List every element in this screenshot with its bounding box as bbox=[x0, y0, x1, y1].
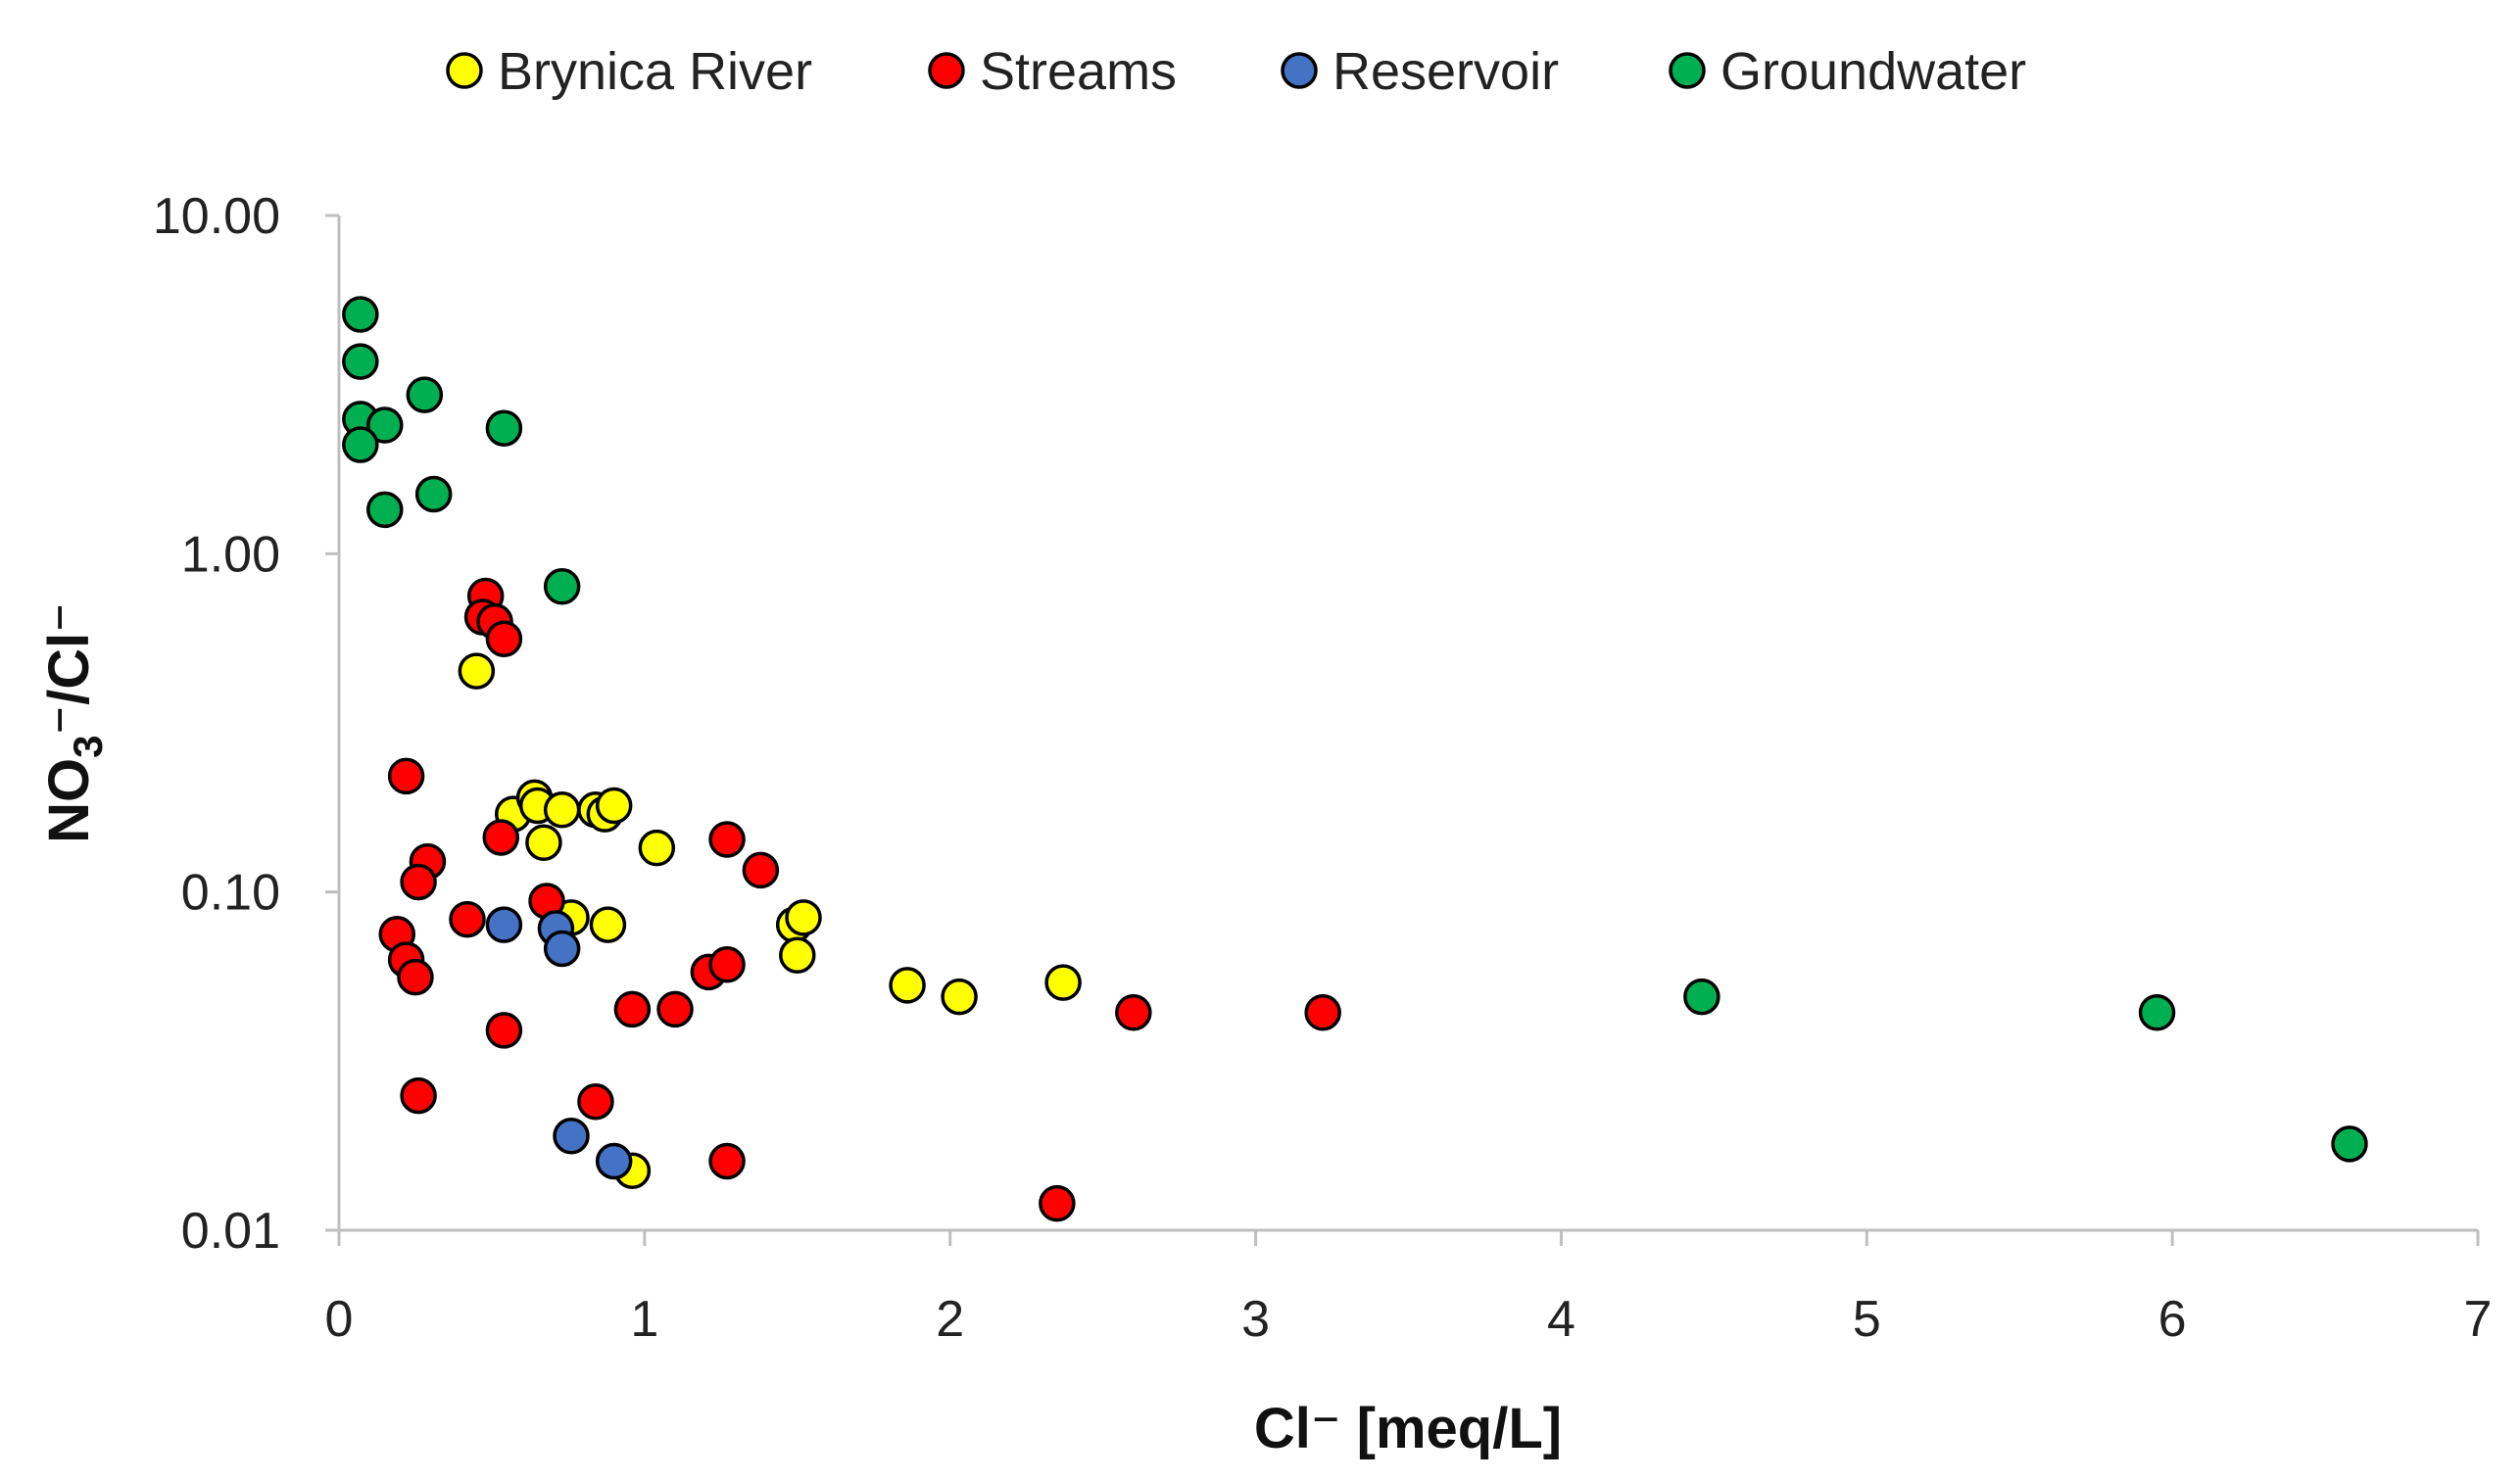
data-point-reservoir bbox=[595, 1142, 633, 1180]
data-point-streams bbox=[400, 863, 437, 901]
y-axis-ticks: 0.01 0.10 1.00 10.00 bbox=[153, 188, 339, 1260]
legend-label-groundwater: Groundwater bbox=[1720, 42, 2026, 101]
data-point-brynica-river bbox=[779, 936, 816, 975]
data-point-brynica-river bbox=[1044, 964, 1082, 1001]
x-tick-label: 6 bbox=[2158, 1291, 2187, 1348]
legend-marker-groundwater bbox=[1669, 52, 1706, 89]
data-point-brynica-river bbox=[638, 829, 676, 867]
data-point-streams bbox=[742, 851, 780, 889]
x-tick-label: 1 bbox=[630, 1291, 658, 1348]
data-point-groundwater bbox=[406, 376, 444, 413]
y-tick-label: 1.00 bbox=[181, 526, 280, 583]
data-point-streams bbox=[397, 958, 434, 996]
data-point-streams bbox=[656, 990, 694, 1028]
x-tick-label: 3 bbox=[1241, 1291, 1270, 1348]
data-point-brynica-river bbox=[889, 967, 926, 1004]
data-point-groundwater bbox=[366, 491, 404, 529]
data-point-groundwater bbox=[342, 426, 379, 463]
legend-item-streams: Streams bbox=[928, 42, 1177, 101]
data-point-streams bbox=[485, 620, 523, 658]
data-point-brynica-river bbox=[525, 824, 562, 861]
data-point-groundwater bbox=[485, 409, 523, 447]
legend-item-groundwater: Groundwater bbox=[1669, 42, 2026, 101]
data-point-streams bbox=[708, 821, 746, 858]
data-point-streams bbox=[577, 1082, 614, 1121]
data-point-streams bbox=[1115, 994, 1152, 1031]
data-point-groundwater bbox=[2138, 994, 2176, 1031]
legend-label-brynica-river: Brynica River bbox=[498, 42, 812, 101]
data-point-brynica-river bbox=[595, 787, 633, 825]
data-point-brynica-river bbox=[785, 899, 822, 936]
axes bbox=[337, 215, 2478, 1232]
legend-marker-streams bbox=[928, 52, 965, 89]
data-point-groundwater bbox=[366, 406, 404, 444]
x-tick-label: 5 bbox=[1853, 1291, 1881, 1348]
legend: Brynica River Streams Reservoir Groundwater bbox=[446, 42, 2026, 101]
x-tick-label: 0 bbox=[325, 1291, 354, 1348]
y-tick-label: 0.10 bbox=[181, 865, 280, 922]
data-point-groundwater bbox=[543, 568, 581, 605]
x-axis-ticks: 0 1 2 3 4 5 6 7 bbox=[325, 1230, 2493, 1348]
data-point-brynica-river bbox=[589, 906, 627, 943]
y-axis-title-main: NO bbox=[37, 758, 101, 843]
x-tick-label: 7 bbox=[2464, 1291, 2493, 1348]
data-point-groundwater bbox=[414, 475, 453, 513]
data-point-streams bbox=[613, 990, 652, 1028]
legend-item-reservoir: Reservoir bbox=[1281, 42, 1559, 101]
data-point-streams bbox=[708, 946, 746, 983]
legend-item-brynica-river: Brynica River bbox=[446, 42, 812, 101]
x-axis-title: Cl⁻ [meq/L] bbox=[1254, 1397, 1562, 1460]
legend-marker-brynica-river bbox=[446, 52, 483, 89]
data-point-groundwater bbox=[342, 343, 379, 380]
x-tick-label: 4 bbox=[1547, 1291, 1575, 1348]
data-point-reservoir bbox=[553, 1117, 590, 1155]
data-points bbox=[342, 296, 2368, 1222]
y-tick-label: 10.00 bbox=[153, 188, 280, 245]
data-point-streams bbox=[400, 1076, 437, 1115]
data-point-reservoir bbox=[485, 906, 523, 943]
data-point-streams bbox=[482, 819, 520, 856]
data-point-brynica-river bbox=[941, 978, 978, 1016]
y-axis-title-rest: ⁻/Cl⁻ bbox=[37, 602, 101, 735]
legend-label-reservoir: Reservoir bbox=[1333, 42, 1559, 101]
x-tick-label: 2 bbox=[936, 1291, 964, 1348]
y-axis-title-sub: 3 bbox=[65, 735, 111, 757]
data-point-streams bbox=[387, 757, 425, 795]
y-tick-label: 0.01 bbox=[181, 1203, 280, 1260]
data-point-brynica-river bbox=[543, 790, 581, 829]
data-point-groundwater bbox=[2331, 1125, 2368, 1163]
data-point-streams bbox=[1304, 994, 1341, 1031]
y-axis-title: NO3⁻/Cl⁻ bbox=[37, 602, 111, 843]
data-point-reservoir bbox=[543, 930, 581, 968]
data-point-streams bbox=[449, 900, 486, 938]
data-point-streams bbox=[485, 1012, 523, 1049]
data-point-streams bbox=[1039, 1184, 1076, 1222]
data-point-brynica-river bbox=[458, 652, 496, 690]
legend-marker-reservoir bbox=[1281, 52, 1318, 89]
legend-label-streams: Streams bbox=[980, 42, 1177, 101]
data-point-groundwater bbox=[1683, 978, 1720, 1016]
data-point-groundwater bbox=[342, 296, 379, 333]
data-point-streams bbox=[708, 1142, 746, 1180]
